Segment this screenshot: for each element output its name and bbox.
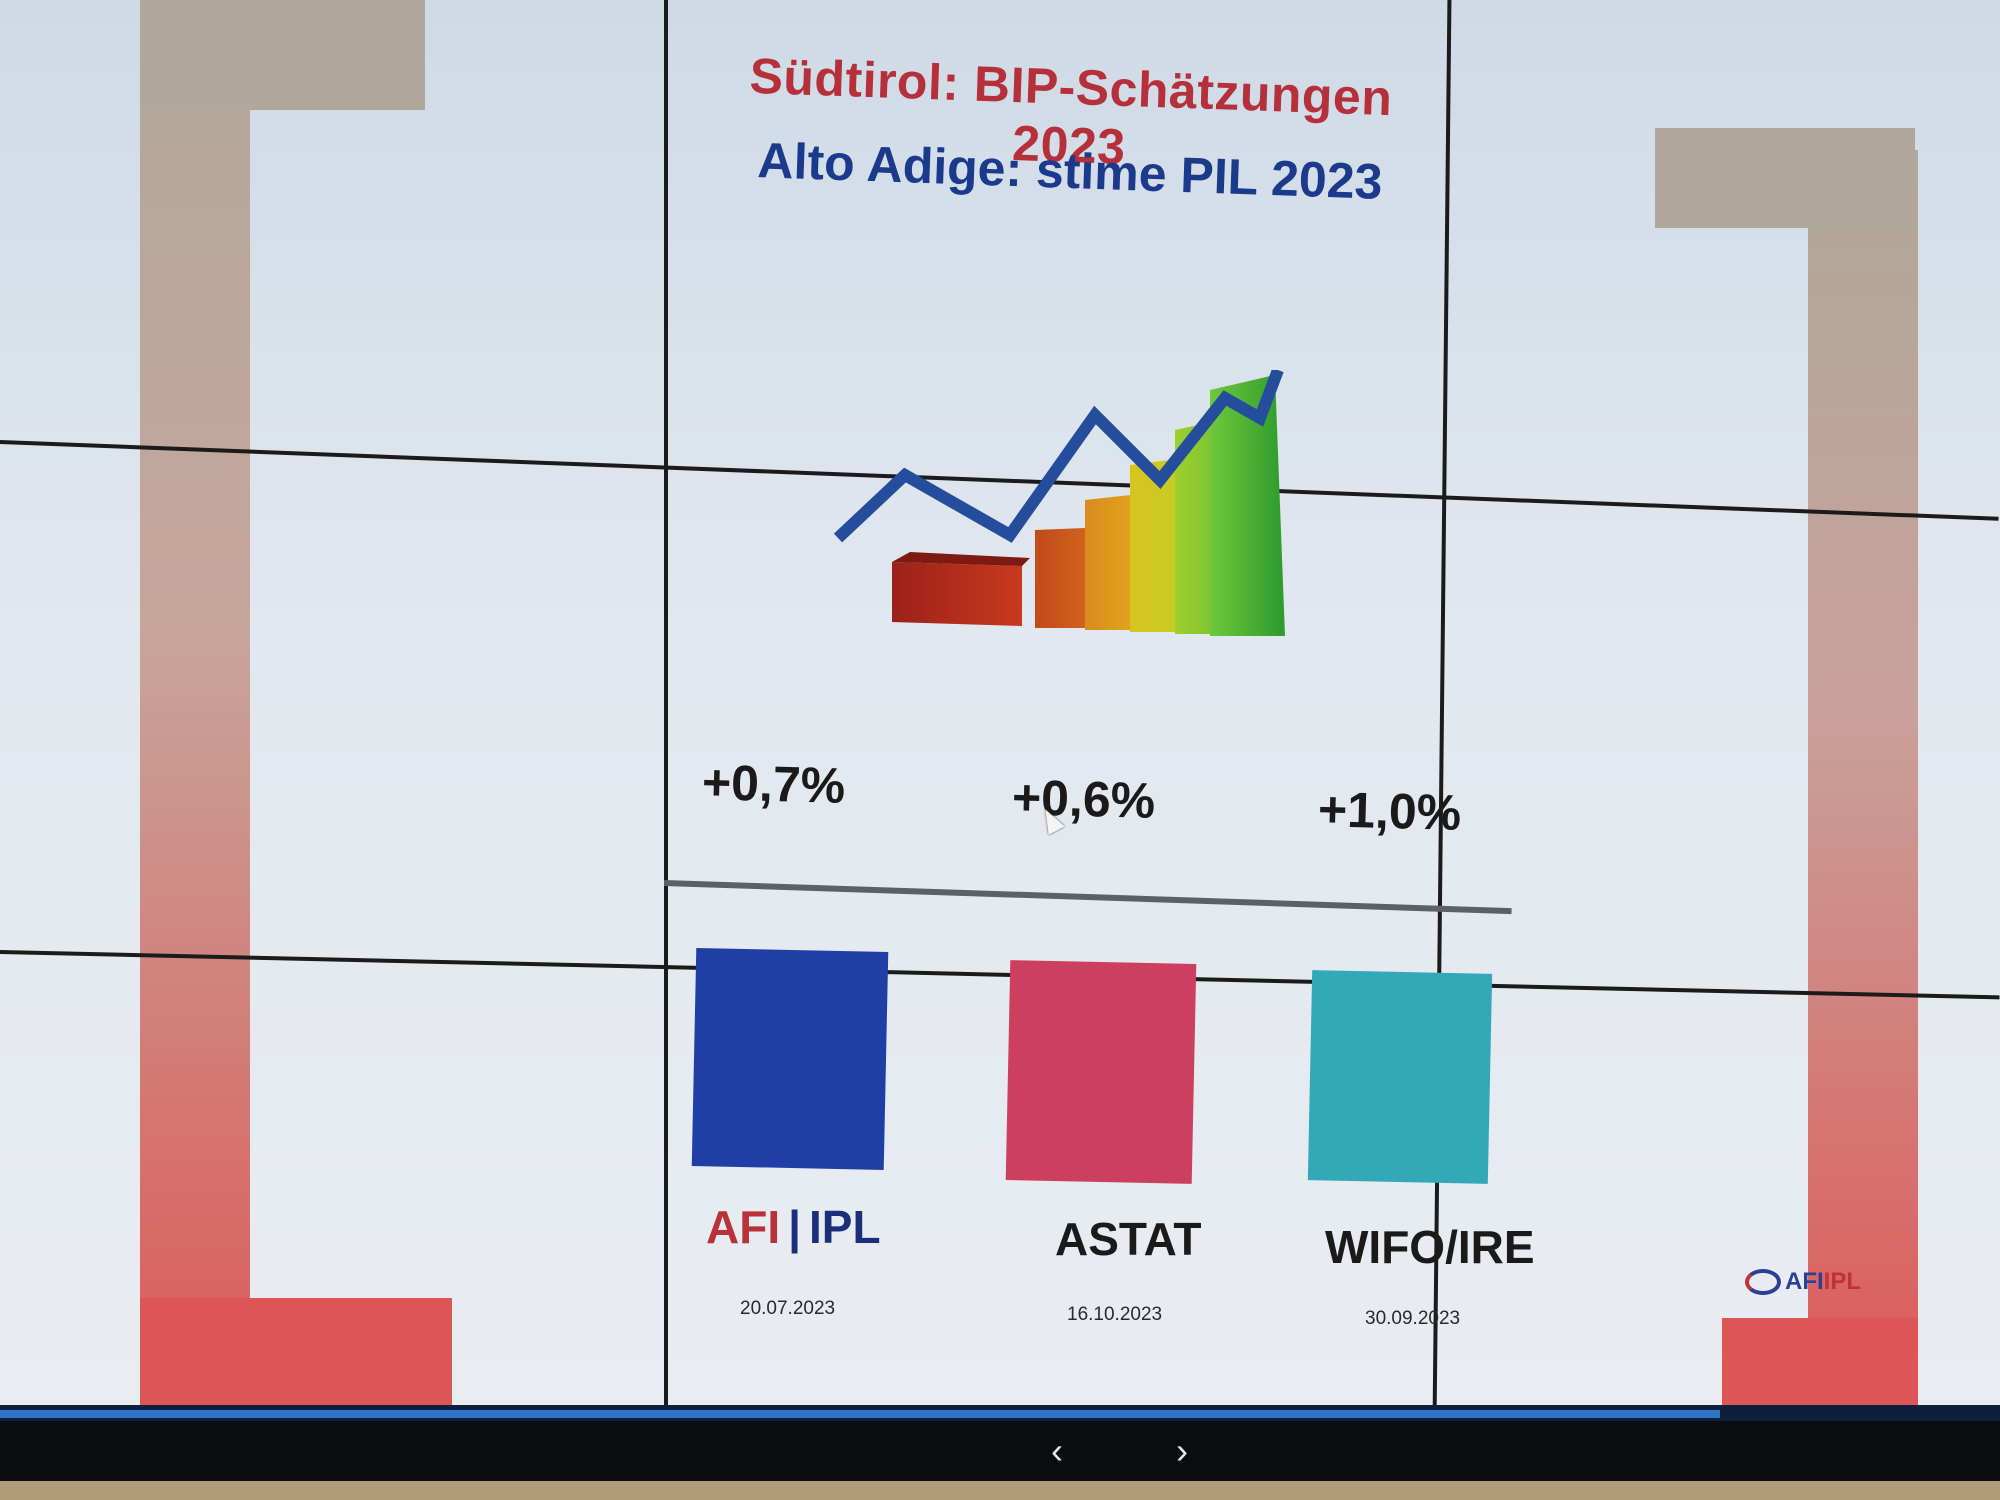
source-color-block-wifo bbox=[1307, 970, 1493, 1184]
growth-chart-icon bbox=[833, 370, 1285, 636]
left-bracket-bottom bbox=[140, 1298, 452, 1405]
left-bracket bbox=[140, 0, 250, 1405]
right-bracket bbox=[1808, 150, 1918, 1415]
logo-afi: AFI bbox=[1785, 1268, 1824, 1295]
bezel-vertical bbox=[664, 0, 668, 1420]
source-label-separator: | bbox=[788, 1201, 801, 1253]
floor-background bbox=[0, 1481, 2000, 1500]
logo-mark-icon bbox=[1745, 1269, 1781, 1295]
right-bracket-bottom bbox=[1722, 1318, 1918, 1418]
source-date-astat: 16.10.2023 bbox=[1067, 1304, 1163, 1325]
estimate-value-afi-ipl: +0,7% bbox=[701, 754, 846, 814]
logo-ipl: IPL bbox=[1823, 1268, 1862, 1295]
source-label-astat: ASTAT bbox=[1055, 1213, 1202, 1265]
estimate-value-astat: +0,6% bbox=[1011, 769, 1156, 829]
source-label-afi-ipl: AFI | IPL bbox=[706, 1200, 881, 1254]
source-label-ipl: IPL bbox=[808, 1201, 881, 1253]
bezel-vertical bbox=[1432, 0, 1452, 1420]
graphic-bar-top bbox=[892, 552, 1030, 566]
source-label-afi: AFI bbox=[706, 1201, 781, 1253]
afi-ipl-logo: AFI IPL bbox=[1745, 1268, 1861, 1296]
left-bracket-top bbox=[140, 0, 425, 110]
presentation-nav-bar bbox=[0, 1421, 2000, 1481]
source-color-block-afi-ipl bbox=[691, 948, 889, 1170]
previous-slide-button[interactable]: ‹ bbox=[1051, 1430, 1063, 1471]
estimate-value-wifo: +1,0% bbox=[1317, 781, 1462, 841]
source-label-wifo: WIFO/IRE bbox=[1325, 1221, 1535, 1273]
source-date-wifo: 30.09.2023 bbox=[1365, 1308, 1461, 1329]
divider-line bbox=[663, 880, 1512, 915]
right-bracket-top bbox=[1655, 128, 1915, 228]
presentation-screen: Südtirol: BIP-Schätzungen 2023 Alto Adig… bbox=[0, 0, 2000, 1420]
graphic-bar bbox=[892, 562, 1022, 626]
bezel-horizontal bbox=[0, 950, 2000, 1000]
source-color-block-astat bbox=[1005, 960, 1197, 1184]
graphic-line bbox=[833, 370, 1284, 543]
slide-progress-fill bbox=[0, 1410, 1720, 1418]
next-slide-button[interactable]: › bbox=[1176, 1430, 1188, 1471]
graphic-bar bbox=[1210, 375, 1285, 636]
source-date-afi-ipl: 20.07.2023 bbox=[740, 1298, 836, 1319]
